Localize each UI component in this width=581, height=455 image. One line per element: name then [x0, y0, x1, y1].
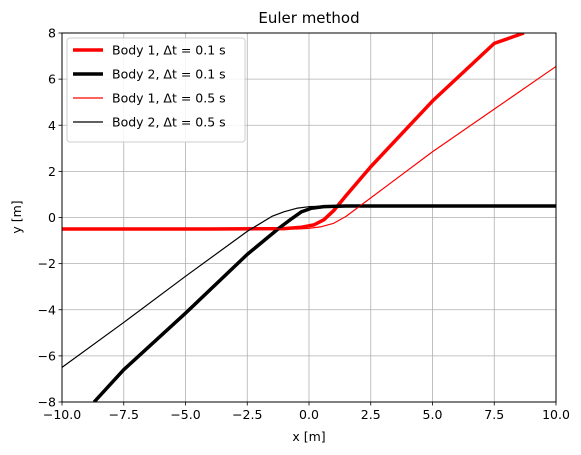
y-tick-label: −8: [38, 395, 56, 410]
x-tick-label: −10.0: [43, 407, 81, 422]
x-tick-label: 5.0: [423, 407, 443, 422]
legend-label: Body 2, Δt = 0.5 s: [112, 115, 226, 130]
y-tick-label: 2: [48, 164, 56, 179]
y-tick-label: 4: [48, 118, 56, 133]
y-tick-label: 0: [48, 210, 56, 225]
series-line-4: [62, 205, 556, 368]
x-axis-label: x [m]: [292, 429, 325, 444]
plot-area: [62, 33, 556, 402]
series-line-2: [92, 204, 556, 402]
y-tick-label: −4: [38, 302, 56, 317]
x-tick-label: −2.5: [232, 407, 262, 422]
y-tick-label: −2: [38, 256, 56, 271]
y-tick-label: −6: [38, 348, 56, 363]
x-tick-label: −7.5: [109, 407, 139, 422]
chart-title: Euler method: [258, 9, 359, 27]
y-tick-label: 6: [48, 72, 56, 87]
legend: Body 1, Δt = 0.1 s Body 2, Δt = 0.1 s Body…: [66, 37, 246, 143]
y-tick-label: 8: [48, 26, 56, 41]
x-tick-label: 0.0: [299, 407, 319, 422]
x-tick-label: 10.0: [542, 407, 570, 422]
y-axis: −8 −6 −4 −2 0 2 4 6 8: [38, 26, 62, 410]
legend-label: Body 2, Δt = 0.1 s: [112, 67, 226, 82]
legend-label: Body 1, Δt = 0.1 s: [112, 43, 226, 58]
series-line-3: [62, 65, 556, 230]
x-tick-label: −5.0: [170, 407, 200, 422]
legend-label: Body 1, Δt = 0.5 s: [112, 91, 226, 106]
y-axis-label: y [m]: [9, 200, 24, 233]
legend-box: [66, 37, 246, 143]
x-tick-label: 2.5: [361, 407, 381, 422]
x-tick-label: 7.5: [484, 407, 504, 422]
x-axis: −10.0 −7.5 −5.0 −2.5 0.0 2.5 5.0 7.5 10.0: [43, 402, 570, 422]
